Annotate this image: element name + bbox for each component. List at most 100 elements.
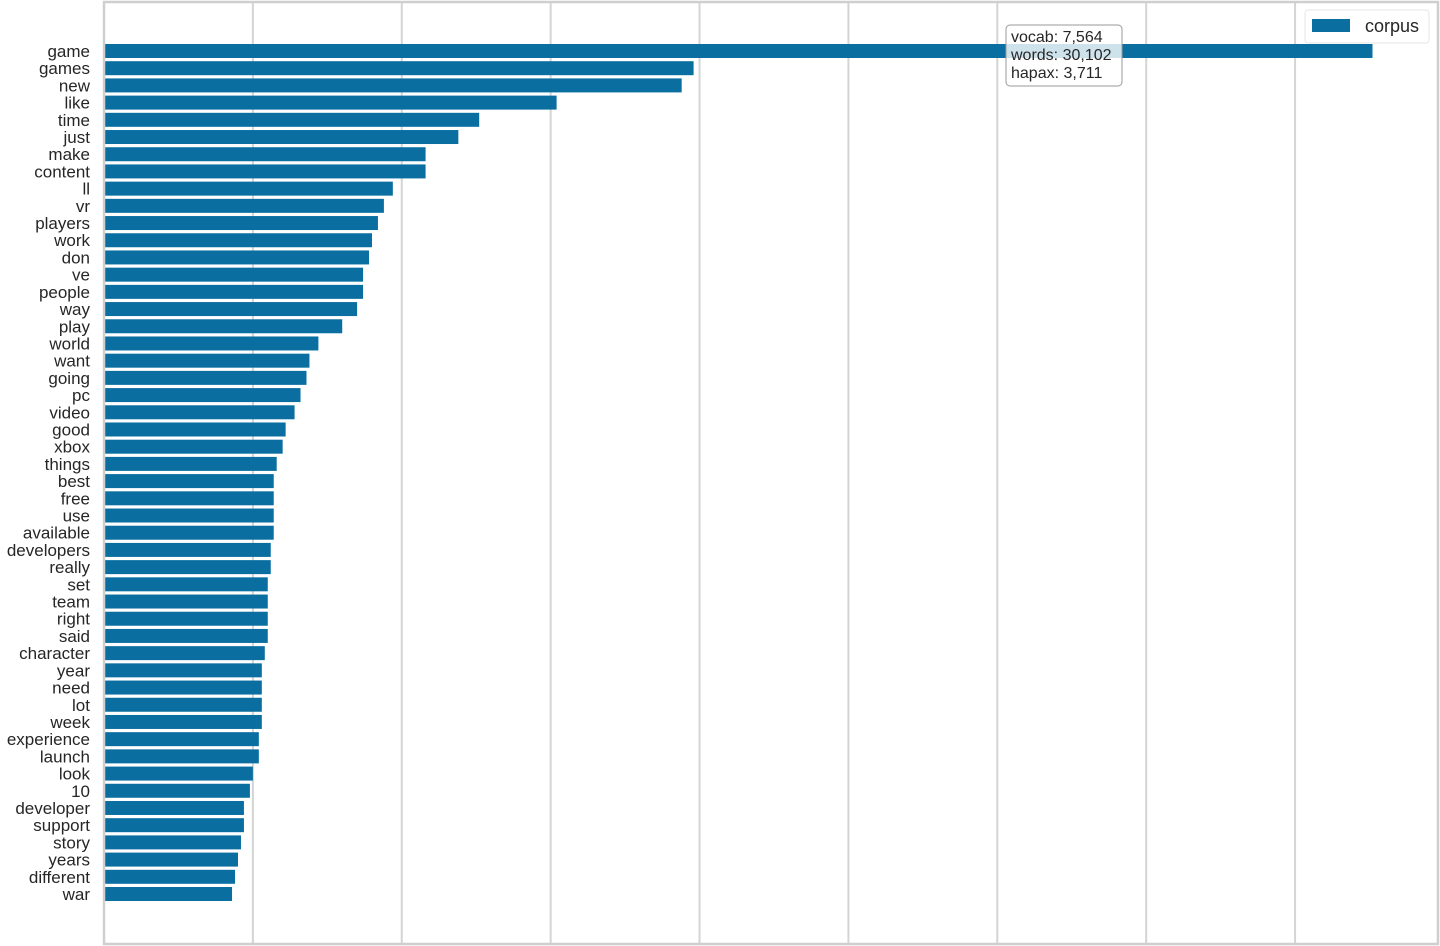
- category-label: want: [53, 352, 90, 371]
- bar-available: [104, 525, 274, 540]
- stats-box: vocab: 7,564 words: 30,102 hapax: 3,711: [1005, 24, 1123, 87]
- bar-look: [104, 766, 253, 781]
- category-label: set: [67, 575, 90, 594]
- bar-10: [104, 783, 250, 798]
- bar-make: [104, 147, 426, 162]
- bar-play: [104, 319, 343, 334]
- stat-hapax: hapax: 3,711: [1011, 65, 1102, 82]
- category-label: different: [29, 868, 90, 887]
- category-label: experience: [7, 730, 90, 749]
- category-label: ll: [82, 180, 90, 199]
- plot-frame: [102, 0, 1440, 946]
- stat-vocab: vocab: 7,564: [1011, 29, 1103, 46]
- bar-said: [104, 628, 268, 643]
- stat-words: words: 30,102: [1010, 47, 1112, 64]
- category-label: character: [19, 644, 90, 663]
- category-label: said: [59, 627, 90, 646]
- category-labels: gamegamesnewliketimejustmakecontentllvrp…: [7, 42, 91, 904]
- category-label: lot: [72, 696, 90, 715]
- bar-right: [104, 611, 268, 626]
- category-label: look: [59, 765, 91, 784]
- bar-lot: [104, 697, 262, 712]
- category-label: way: [59, 300, 91, 319]
- category-label: video: [49, 403, 90, 422]
- category-label: 10: [71, 782, 90, 801]
- bar-vr: [104, 198, 384, 213]
- bar-pc: [104, 388, 301, 403]
- bar-way: [104, 302, 358, 317]
- bar-things: [104, 456, 277, 471]
- bar-set: [104, 577, 268, 592]
- category-label: xbox: [54, 438, 90, 457]
- bar-want: [104, 353, 310, 368]
- bar-need: [104, 680, 262, 695]
- category-label: best: [58, 472, 90, 491]
- category-label: players: [35, 214, 90, 233]
- bar-ll: [104, 181, 393, 196]
- bar-content: [104, 164, 426, 179]
- bar-war: [104, 887, 233, 901]
- category-label: play: [59, 317, 91, 336]
- bar-game: [104, 44, 1373, 58]
- category-label: free: [61, 489, 90, 508]
- category-label: support: [33, 816, 90, 835]
- category-label: new: [59, 76, 91, 95]
- bar-ve: [104, 267, 364, 282]
- bar-free: [104, 491, 274, 506]
- bar-character: [104, 646, 265, 661]
- category-label: story: [53, 833, 90, 852]
- bar-world: [104, 336, 319, 351]
- category-label: year: [57, 661, 90, 680]
- category-label: use: [63, 507, 90, 526]
- bar-different: [104, 869, 236, 884]
- bar-really: [104, 560, 271, 575]
- bar-good: [104, 422, 286, 437]
- bar-going: [104, 370, 307, 385]
- category-label: ve: [72, 266, 90, 285]
- bar-players: [104, 216, 378, 231]
- category-label: week: [49, 713, 90, 732]
- category-label: game: [47, 42, 90, 61]
- category-label: need: [52, 679, 90, 698]
- bar-like: [104, 95, 557, 110]
- category-label: good: [52, 420, 90, 439]
- bar-developers: [104, 542, 271, 557]
- category-label: games: [39, 59, 90, 78]
- bars: [104, 44, 1373, 901]
- bar-don: [104, 250, 370, 265]
- category-label: vr: [76, 197, 91, 216]
- category-label: going: [48, 369, 90, 388]
- bar-support: [104, 818, 244, 833]
- category-label: like: [64, 94, 90, 113]
- category-label: world: [48, 334, 90, 353]
- bar-video: [104, 405, 295, 420]
- category-label: pc: [72, 386, 90, 405]
- bar-use: [104, 508, 274, 523]
- bar-work: [104, 233, 372, 248]
- category-label: make: [48, 145, 90, 164]
- bar-years: [104, 852, 238, 867]
- category-label: really: [49, 558, 90, 577]
- category-label: time: [58, 111, 90, 130]
- bar-story: [104, 835, 241, 850]
- category-label: just: [63, 128, 91, 147]
- category-label: don: [62, 248, 90, 267]
- bar-xbox: [104, 439, 283, 454]
- category-label: work: [53, 231, 90, 250]
- category-label: developer: [15, 799, 90, 818]
- bar-best: [104, 474, 274, 489]
- legend-label: corpus: [1365, 16, 1419, 36]
- bar-experience: [104, 732, 259, 747]
- category-label: things: [45, 455, 90, 474]
- bar-games: [104, 61, 694, 76]
- legend: corpus: [1304, 9, 1430, 44]
- bar-just: [104, 130, 459, 145]
- bar-new: [104, 78, 682, 93]
- category-label: content: [34, 162, 90, 181]
- category-label: right: [57, 610, 90, 629]
- category-label: war: [62, 885, 91, 904]
- bar-team: [104, 594, 268, 609]
- bar-year: [104, 663, 262, 678]
- bar-developer: [104, 800, 244, 815]
